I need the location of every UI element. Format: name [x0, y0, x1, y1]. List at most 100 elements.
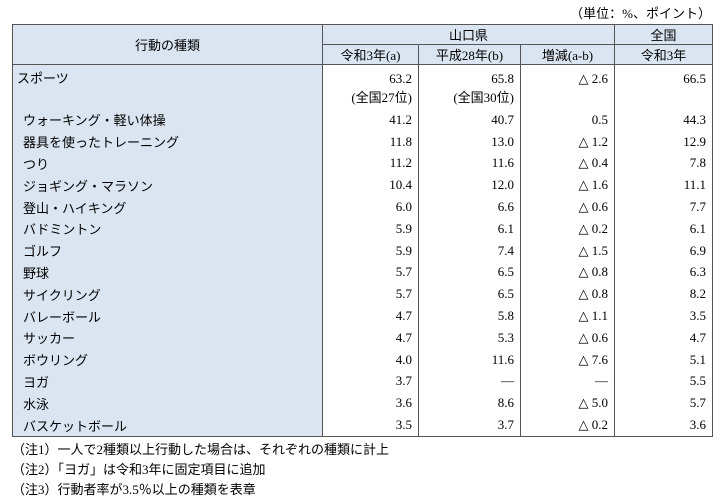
cell: 6.6 — [418, 196, 521, 218]
cell: 6.3 — [614, 261, 714, 284]
cell: 7.7 — [614, 196, 714, 218]
cell: 65.8 — [418, 64, 521, 87]
cell: △ 7.6 — [519, 348, 616, 371]
cell: △ 1.2 — [519, 130, 616, 153]
row-label: サイクリング — [12, 283, 323, 306]
cell: 5.9 — [322, 239, 419, 262]
cell: 11.6 — [418, 152, 521, 175]
cell: △ 1.1 — [519, 305, 616, 327]
cell: 41.2 — [322, 109, 419, 131]
row-label: スポーツ — [12, 64, 323, 87]
cell: 5.1 — [614, 348, 714, 371]
header-item: 行動の種類 — [12, 24, 323, 65]
row: バドミントン 5.9 6.1 △ 0.2 6.1 — [12, 217, 714, 240]
cell: 11.2 — [322, 152, 419, 175]
rank-cell: (全国30位) — [418, 87, 521, 109]
row: サッカー 4.7 5.3 △ 0.6 4.7 — [12, 326, 714, 349]
cell: 3.5 — [322, 414, 419, 437]
cell: △ 0.2 — [519, 217, 616, 240]
cell: 11.6 — [418, 348, 521, 371]
header-col: 増減(a-b) — [519, 44, 616, 65]
row-label: ウォーキング・軽い体操 — [12, 109, 323, 131]
row-label — [12, 87, 323, 109]
cell: 6.1 — [418, 217, 521, 240]
cell: 5.5 — [614, 370, 714, 393]
cell: 7.4 — [418, 239, 521, 262]
row: ジョギング・マラソン 10.4 12.0 △ 1.6 11.1 — [12, 174, 714, 197]
cell — [519, 87, 616, 109]
cell: 6.5 — [418, 283, 521, 306]
cell: 5.7 — [322, 261, 419, 284]
notes: （注1）一人で2種類以上行動した場合は、それぞれの種類に計上 （注2）「ヨガ」は令… — [12, 440, 389, 500]
cell: △ 0.6 — [519, 196, 616, 218]
cell: 3.5 — [614, 305, 714, 327]
cell: 5.3 — [418, 326, 521, 349]
cell: 5.9 — [322, 217, 419, 240]
cell: 44.3 — [614, 109, 714, 131]
row: バレーボール 4.7 5.8 △ 1.1 3.5 — [12, 305, 714, 327]
row: ゴルフ 5.9 7.4 △ 1.5 6.9 — [12, 239, 714, 262]
cell: 12.9 — [614, 130, 714, 153]
cell: 6.9 — [614, 239, 714, 262]
row: スポーツ 63.2 65.8 △ 2.6 66.5 — [12, 64, 714, 87]
cell: 4.7 — [322, 326, 419, 349]
row: 水泳 3.6 8.6 △ 5.0 5.7 — [12, 392, 714, 415]
row-label: 野球 — [12, 261, 323, 284]
row-label: つり — [12, 152, 323, 175]
header-col: 令和3年(a) — [322, 44, 419, 65]
cell: 66.5 — [614, 64, 714, 87]
row: ウォーキング・軽い体操 41.2 40.7 0.5 44.3 — [12, 109, 714, 131]
cell: ― — [519, 370, 616, 393]
row: (全国27位) (全国30位) — [12, 87, 714, 109]
cell: 7.8 — [614, 152, 714, 175]
row: ヨガ 3.7 ― ― 5.5 — [12, 370, 714, 393]
cell: △ 0.6 — [519, 326, 616, 349]
row-label: ジョギング・マラソン — [12, 174, 323, 197]
cell: 63.2 — [322, 64, 419, 87]
cell: 5.8 — [418, 305, 521, 327]
cell: △ 1.5 — [519, 239, 616, 262]
cell: 8.6 — [418, 392, 521, 415]
cell: 11.8 — [322, 130, 419, 153]
row: 野球 5.7 6.5 △ 0.8 6.3 — [12, 261, 714, 284]
cell: 4.0 — [322, 348, 419, 371]
row-label: ヨガ — [12, 370, 323, 393]
cell: 3.7 — [322, 370, 419, 393]
row: つり 11.2 11.6 △ 0.4 7.8 — [12, 152, 714, 175]
cell: 6.0 — [322, 196, 419, 218]
cell: △ 0.2 — [519, 414, 616, 437]
cell: 12.0 — [418, 174, 521, 197]
cell: △ 0.8 — [519, 261, 616, 284]
note: （注1）一人で2種類以上行動した場合は、それぞれの種類に計上 — [12, 442, 390, 457]
row: バスケットボール 3.5 3.7 △ 0.2 3.6 — [12, 414, 714, 437]
note: （注2）「ヨガ」は令和3年に固定項目に追加 — [12, 462, 266, 477]
cell: 5.7 — [614, 392, 714, 415]
cell: △ 2.6 — [519, 64, 616, 87]
row-label: ボウリング — [12, 348, 323, 371]
row-label: 登山・ハイキング — [12, 196, 323, 218]
row-label: 水泳 — [12, 392, 323, 415]
cell: 13.0 — [418, 130, 521, 153]
row-label: 器具を使ったトレーニング — [12, 130, 323, 153]
header-national: 全国 — [614, 24, 714, 45]
rank-cell: (全国27位) — [322, 87, 419, 109]
row: ボウリング 4.0 11.6 △ 7.6 5.1 — [12, 348, 714, 371]
cell: 4.7 — [322, 305, 419, 327]
cell: 0.5 — [519, 109, 616, 131]
cell: △ 1.6 — [519, 174, 616, 197]
row-label: ゴルフ — [12, 239, 323, 262]
cell — [614, 87, 714, 109]
cell: 3.6 — [322, 392, 419, 415]
note: （注3）行動者率が3.5％以上の種類を表章 — [12, 482, 256, 497]
header-region: 山口県 — [321, 24, 616, 45]
cell: 6.1 — [614, 217, 714, 240]
header-col: 平成28年(b) — [418, 44, 521, 65]
cell: 3.7 — [418, 414, 521, 437]
row: 登山・ハイキング 6.0 6.6 △ 0.6 7.7 — [12, 196, 714, 218]
cell: 3.6 — [614, 414, 714, 437]
unit-label: （単位：%、ポイント） — [570, 6, 711, 21]
header-col: 令和3年 — [614, 44, 714, 65]
cell: △ 0.4 — [519, 152, 616, 175]
row-label: バスケットボール — [12, 414, 323, 437]
